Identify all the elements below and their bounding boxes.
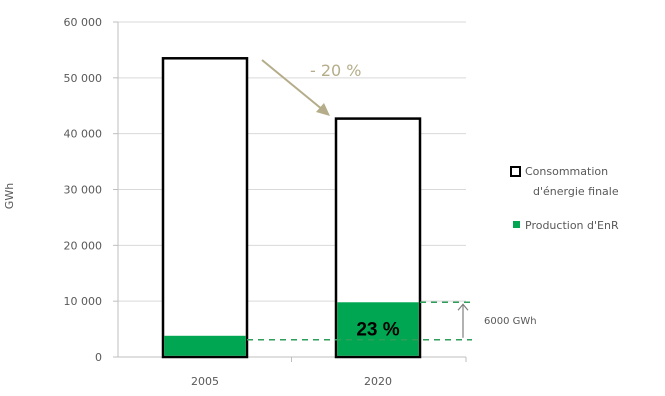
bar-renewable-2005 [164,335,246,356]
y-tick-label: 0 [95,351,102,364]
annotation-layer: 6000 GWh 23 % - 20 % [247,59,537,341]
legend-swatch-consumption [510,166,521,177]
bar-consumption-2005 [161,57,249,359]
legend-label-renewable: Production d'EnR [525,219,619,232]
legend-label-consumption-line2: d'énergie finale [533,185,619,198]
y-tick-label: 50 000 [64,72,103,85]
reduction-arrow [261,59,324,111]
legend-swatch-renewable [513,221,520,228]
bar-layer [161,57,422,359]
y-tick-label: 10 000 [64,295,103,308]
y-axis-label: GWh [3,183,16,209]
gap-label: 6000 GWh [484,316,537,327]
legend-label-consumption-line1: Consommation [525,165,608,178]
y-tick-label: 40 000 [64,128,103,141]
reduction-arrow-head [316,103,330,116]
bar-renewable-2020 [337,302,419,356]
x-tick-label: 2020 [364,375,392,388]
y-tick-label: 60 000 [64,16,103,29]
reduction-label: - 20 % [310,61,362,80]
x-tick-label: 2005 [191,375,219,388]
legend: Consommation d'énergie finale Production… [510,165,619,232]
gap-arrow-head-top [457,303,469,311]
share-label: 23 % [356,319,399,340]
y-tick-label: 30 000 [64,184,103,197]
y-tick-label: 20 000 [64,239,103,252]
